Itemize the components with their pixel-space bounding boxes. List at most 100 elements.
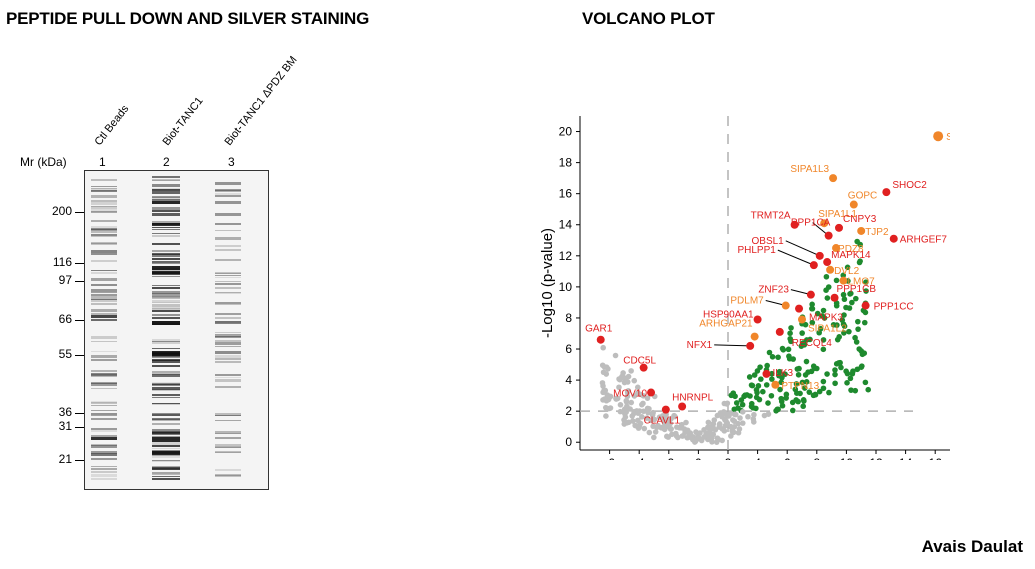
gel-band — [91, 401, 117, 404]
data-point — [801, 385, 808, 391]
gel-band — [215, 333, 241, 336]
gel-band — [152, 478, 180, 481]
gel-band — [152, 422, 180, 426]
data-point — [809, 301, 815, 308]
data-point — [847, 375, 854, 382]
y-tick-label: 16 — [559, 187, 573, 201]
point-label: HSP90AA1 — [703, 310, 754, 321]
gel-band — [215, 446, 241, 449]
silver-stain-gel-panel: Ctl Beads Biot-TANC1 Biot-TANC1 ΔPDZ BM … — [0, 0, 460, 569]
marker-label: 200 — [51, 204, 72, 218]
data-point — [628, 368, 634, 374]
gel-band — [215, 200, 241, 204]
data-point — [652, 429, 659, 435]
highlight-point — [795, 304, 804, 313]
x-tick-label: 2 — [725, 456, 732, 460]
data-point — [857, 258, 863, 264]
point-label: PDZ8 — [838, 244, 864, 255]
data-point — [852, 334, 858, 341]
data-point — [622, 414, 629, 420]
data-point — [736, 426, 743, 432]
gel-band — [152, 226, 180, 229]
gel-band — [91, 383, 117, 387]
gel-band — [152, 287, 180, 290]
data-point — [739, 409, 746, 415]
data-point — [602, 387, 609, 394]
gel-band — [152, 294, 180, 298]
data-point — [824, 371, 830, 377]
marker-tick — [75, 460, 85, 461]
gel-band — [91, 187, 117, 191]
data-point — [644, 405, 651, 412]
data-point — [739, 401, 746, 408]
marker-label: 31 — [58, 419, 72, 433]
gel-band — [152, 351, 180, 356]
gel-band — [152, 198, 180, 202]
data-point — [799, 330, 805, 336]
gel-band — [91, 200, 117, 203]
gel-lane-2 — [152, 171, 180, 489]
gel-band — [215, 345, 241, 348]
data-point — [631, 377, 638, 384]
point-label: PDLM7 — [730, 296, 764, 307]
data-point — [753, 394, 760, 401]
gel-band — [152, 188, 180, 191]
point-label: TJP2 — [865, 227, 889, 238]
data-point — [769, 370, 775, 377]
data-point — [844, 380, 850, 386]
gel-band — [152, 413, 180, 416]
highlight-point — [857, 226, 866, 235]
y-tick-label: 12 — [559, 249, 573, 263]
data-point — [664, 419, 670, 426]
data-point — [832, 367, 838, 373]
gel-band — [91, 417, 117, 421]
data-point — [768, 392, 775, 399]
gel-band — [152, 431, 180, 434]
data-point — [637, 391, 644, 398]
lane-1-label: Ctl Beads — [92, 103, 132, 148]
lane-1-number: 1 — [99, 155, 106, 169]
gel-band — [152, 232, 180, 234]
volcano-plot: 0 2 4 6 8 10 12 14 16 18 20 -6 -4 -2 0 2 4 6 8 10 12 14 16 -Log… — [539, 116, 950, 460]
gel-band — [152, 355, 180, 357]
data-point — [834, 322, 840, 328]
gel-band — [152, 386, 180, 390]
data-point — [862, 309, 869, 316]
data-point — [623, 397, 630, 404]
data-point — [854, 366, 861, 373]
gel-band — [152, 355, 180, 359]
gel-band — [91, 234, 117, 238]
data-point — [751, 419, 757, 425]
data-point — [731, 423, 738, 430]
marker-tick — [75, 281, 85, 282]
point-label: CNPY3 — [843, 214, 877, 225]
data-point — [603, 413, 609, 419]
data-point — [765, 400, 771, 406]
gel-band — [215, 451, 241, 453]
data-point — [751, 372, 758, 378]
gel-band — [91, 401, 117, 405]
x-tick-label: 6 — [784, 456, 791, 460]
marker-tick — [75, 263, 85, 264]
highlight-point — [826, 265, 835, 274]
gel-band — [152, 295, 180, 299]
gel-band — [152, 304, 180, 307]
data-point — [825, 284, 832, 290]
data-point — [843, 304, 849, 311]
gel-band — [91, 430, 117, 432]
gel-band — [152, 341, 180, 345]
data-point — [682, 429, 688, 436]
data-point — [675, 434, 681, 441]
gel-band — [152, 235, 180, 238]
marker-tick — [75, 413, 85, 414]
highlight-point — [781, 301, 790, 310]
gel-band — [215, 275, 241, 277]
data-point — [775, 406, 781, 413]
gel-band — [215, 276, 241, 279]
data-point — [723, 401, 730, 407]
gel-band — [215, 331, 241, 334]
data-point — [839, 317, 846, 323]
data-point — [838, 364, 844, 371]
data-point — [769, 376, 775, 382]
gel-band — [91, 374, 117, 377]
